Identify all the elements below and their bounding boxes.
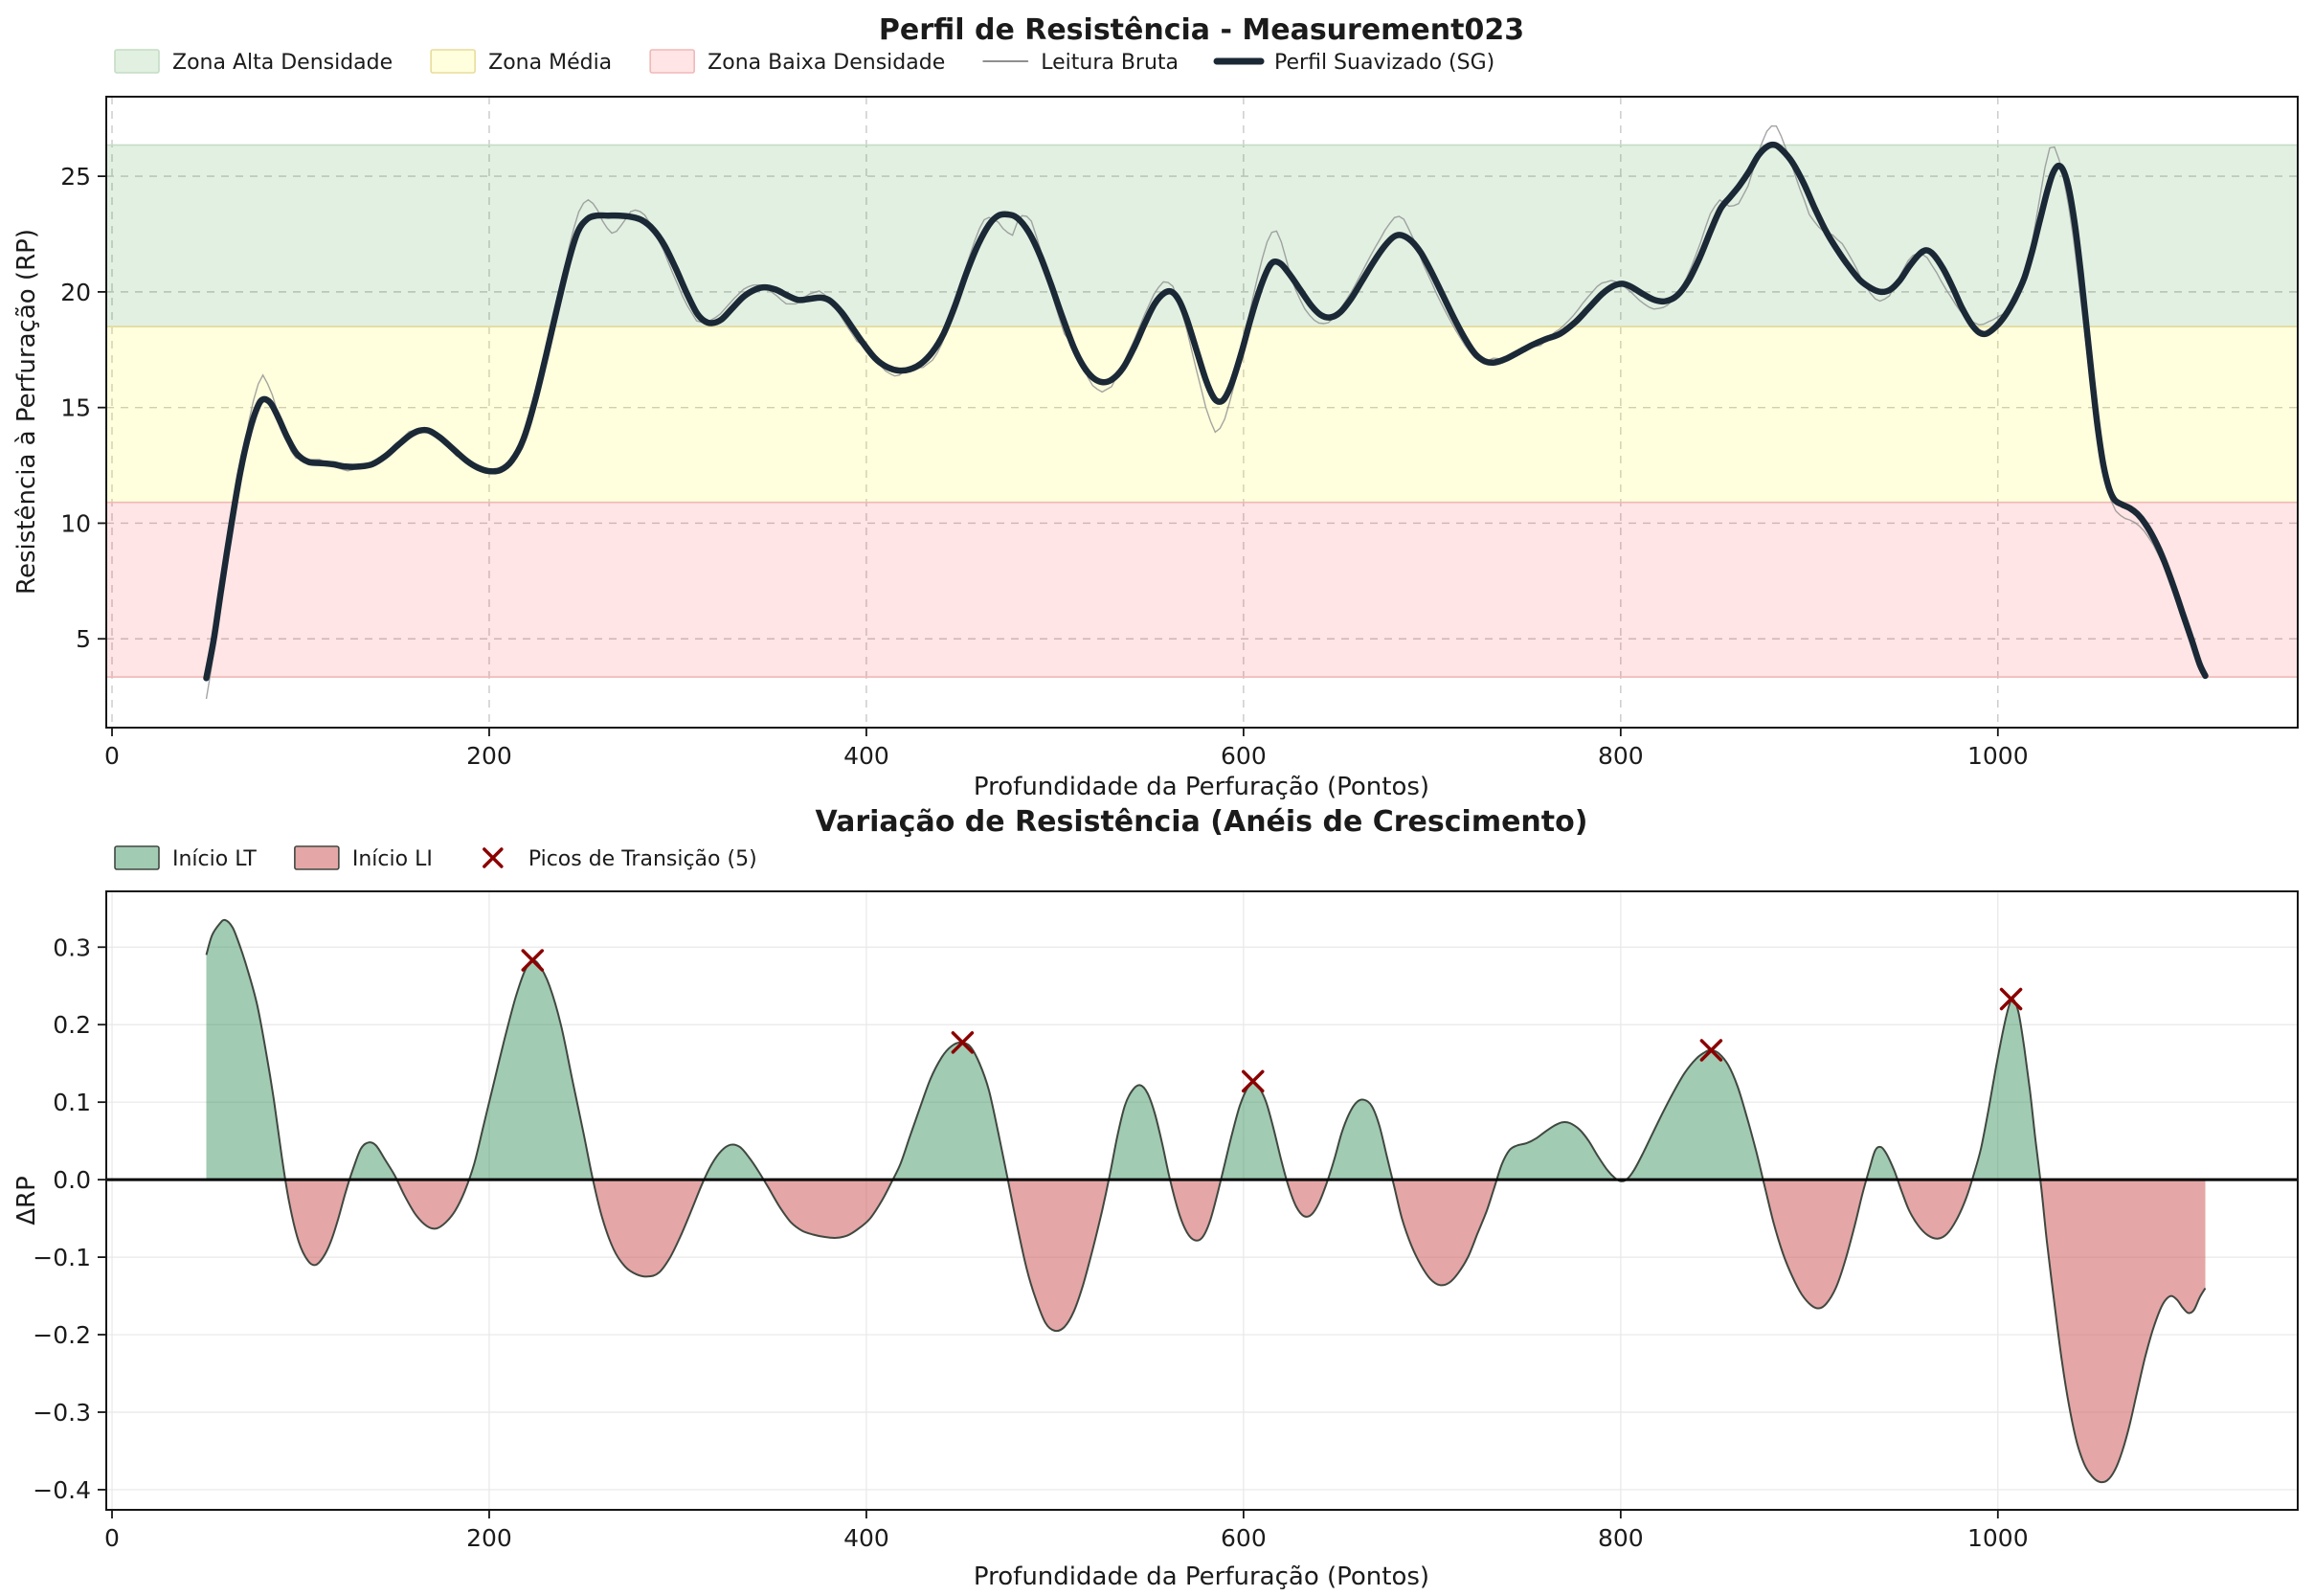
bottom-xaxis-label: Profundidade da Perfuração (Pontos)	[974, 1562, 1429, 1591]
top-chart-title: Perfil de Resistência - Measurement023	[879, 13, 1524, 47]
legend-swatch	[114, 845, 160, 870]
y-tick-label: 10	[60, 509, 91, 537]
legend-x-marker	[483, 847, 504, 868]
legend-item: Perfil Suavizado (SG)	[1213, 51, 1494, 75]
legend-item: Zona Alta Densidade	[114, 49, 393, 75]
transition-peak-marker	[1999, 987, 2023, 1011]
legend-swatch	[114, 49, 160, 74]
x-tick-label: 1000	[1967, 742, 2029, 770]
x-marker-stroke	[951, 1031, 975, 1054]
y-tick-label: 0.3	[53, 933, 91, 961]
x-tick-label: 0	[104, 742, 120, 770]
top-xaxis-label: Profundidade da Perfuração (Pontos)	[974, 773, 1429, 801]
legend-item: Leitura Bruta	[982, 51, 1179, 75]
legend-label: Zona Baixa Densidade	[708, 51, 945, 75]
y-tick-label: −0.2	[33, 1321, 91, 1349]
x-tick-label: 0	[104, 1524, 120, 1552]
y-tick-label: −0.4	[33, 1476, 91, 1504]
y-tick-label: 0.2	[53, 1011, 91, 1039]
y-tick-label: −0.1	[33, 1244, 91, 1271]
top-chart-legend: Zona Alta Densidade Zona Média Zona Baixa …	[114, 49, 1494, 75]
legend-item: Zona Média	[430, 49, 612, 75]
legend-label: Início LI	[352, 847, 433, 871]
bottom-chart-title: Variação de Resistência (Anéis de Cresci…	[816, 805, 1588, 839]
x-tick-label: 800	[1598, 742, 1644, 770]
bottom-chart-plot-area: 0 200 400 600 800 1000 0.3 0.2 0.1 0.0 −0.1 −0.2 −0.…	[33, 890, 2299, 1552]
legend-item: Início LT	[114, 845, 257, 871]
zone-band	[105, 326, 2299, 504]
top-yaxis-label: Resistência à Perfuração (RP)	[12, 229, 41, 595]
transition-peak-marker	[521, 949, 545, 972]
y-tick-label: −0.3	[33, 1399, 91, 1427]
x-marker-stroke	[521, 949, 545, 972]
x-marker-stroke	[1241, 1069, 1265, 1093]
x-tick-label: 200	[466, 742, 512, 770]
x-marker-stroke	[1699, 1039, 1723, 1062]
y-tick-label: 15	[60, 394, 91, 422]
top-chart-plot-area: 0 200 400 600 800 1000 5 10 15 20 25	[60, 96, 2299, 770]
zone-band	[105, 144, 2299, 327]
legend-label: Perfil Suavizado (SG)	[1274, 51, 1494, 75]
transition-peak-marker	[951, 1031, 975, 1054]
y-tick-label: 0.1	[53, 1089, 91, 1116]
transition-peak-marker	[1241, 1069, 1265, 1093]
x-tick-label: 600	[1221, 742, 1267, 770]
legend-label: Picos de Transição (5)	[528, 847, 757, 871]
y-tick-label: 0.0	[53, 1166, 91, 1194]
y-tick-label: 5	[76, 625, 91, 653]
bottom-yaxis-label: ΔRP	[12, 1176, 41, 1225]
x-tick-label: 400	[843, 1524, 889, 1552]
legend-label: Zona Média	[488, 51, 612, 75]
x-tick-label: 800	[1598, 1524, 1644, 1552]
x-tick-label: 600	[1221, 1524, 1267, 1552]
zone-band	[105, 501, 2299, 678]
transition-peak-marker	[1699, 1039, 1723, 1062]
axes-frame	[105, 96, 2299, 729]
smoothed-profile-line	[203, 141, 2209, 682]
x-tick-label: 400	[843, 742, 889, 770]
legend-label: Leitura Bruta	[1041, 51, 1179, 75]
legend-swatch	[649, 49, 695, 74]
legend-item: Zona Baixa Densidade	[649, 49, 945, 75]
x-marker-stroke	[1999, 987, 2023, 1011]
y-tick-label: 20	[60, 279, 91, 306]
bottom-chart-legend: Início LT Início LI Picos de Transição (5)	[114, 845, 757, 871]
y-tick-label: 25	[60, 163, 91, 191]
legend-item: Início LI	[294, 845, 433, 871]
legend-label: Início LT	[172, 847, 257, 871]
legend-swatch	[430, 49, 476, 74]
legend-label: Zona Alta Densidade	[172, 51, 393, 75]
area-positive-lt	[206, 919, 2206, 1180]
x-tick-label: 200	[466, 1524, 512, 1552]
legend-swatch	[294, 845, 340, 870]
x-tick-label: 1000	[1967, 1524, 2029, 1552]
legend-item: Picos de Transição (5)	[483, 847, 757, 871]
axes-frame	[105, 890, 2299, 1511]
